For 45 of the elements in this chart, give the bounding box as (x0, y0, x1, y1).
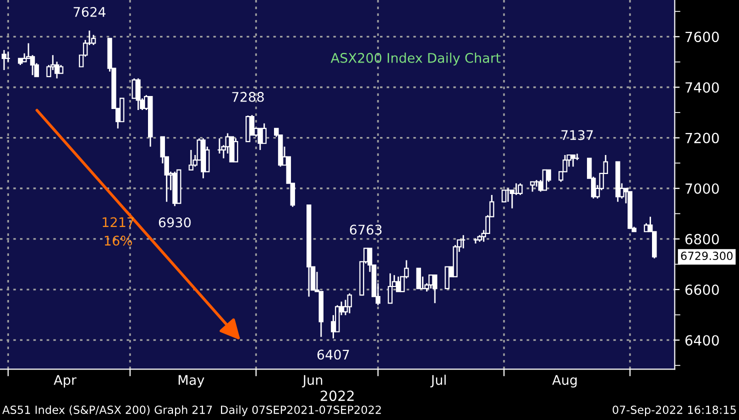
candlestick (347, 292, 352, 314)
x-axis-title: 2022 (320, 390, 354, 402)
candlestick (258, 128, 263, 151)
candlestick (542, 169, 548, 191)
annotation: 6407 (317, 350, 349, 360)
annotation: 1217 (102, 217, 134, 227)
candlestick (444, 266, 450, 290)
candlestick (262, 122, 267, 144)
y-tick-label: 7400 (686, 82, 719, 93)
x-tick-label: Jul (430, 374, 446, 388)
y-tick-label: 6600 (685, 284, 719, 295)
x-tick-label: Apr (54, 375, 76, 388)
candlestick (416, 268, 422, 290)
y-tick-label: 7200 (686, 132, 719, 144)
candlestick (502, 190, 506, 202)
y-tick-label: 6400 (685, 335, 719, 346)
y-tick-label: 6800 (685, 234, 719, 244)
candlestick (91, 34, 96, 46)
text: AS51 Index (S&P/ASX 200) Graph 217 Daily 07SEP2021-07SEP2022 (2, 405, 381, 416)
x-tick-label: May (178, 375, 204, 388)
candlestick (388, 272, 393, 304)
y-tick-label: 7000 (686, 183, 719, 194)
y-tick-label: 7600 (686, 32, 719, 42)
annotation: 7624 (74, 6, 106, 17)
candlestick (30, 54, 35, 76)
text: 07-Sep-2022 16:18:15 (612, 406, 736, 416)
candlestick (530, 181, 535, 192)
candlestick (518, 182, 523, 196)
candlestick (2, 49, 6, 71)
candlestick (136, 78, 141, 111)
annotation: 7288 (232, 92, 264, 102)
annotation: 16% (104, 236, 132, 246)
candlestick (188, 149, 194, 171)
annotation: 7137 (561, 130, 593, 140)
annotation: 6930 (158, 217, 191, 228)
x-tick-label: Jun (302, 375, 322, 388)
candlestick (120, 98, 124, 122)
text: ASX200 Index Daily Chart (330, 52, 500, 66)
candlestick (233, 138, 238, 163)
x-tick-label: Aug (552, 375, 577, 388)
candlestick (570, 154, 576, 168)
candlestick (432, 274, 438, 304)
candlestick (132, 78, 137, 100)
annotation: 6763 (350, 224, 382, 235)
annotation: 6729.300 (681, 252, 733, 260)
